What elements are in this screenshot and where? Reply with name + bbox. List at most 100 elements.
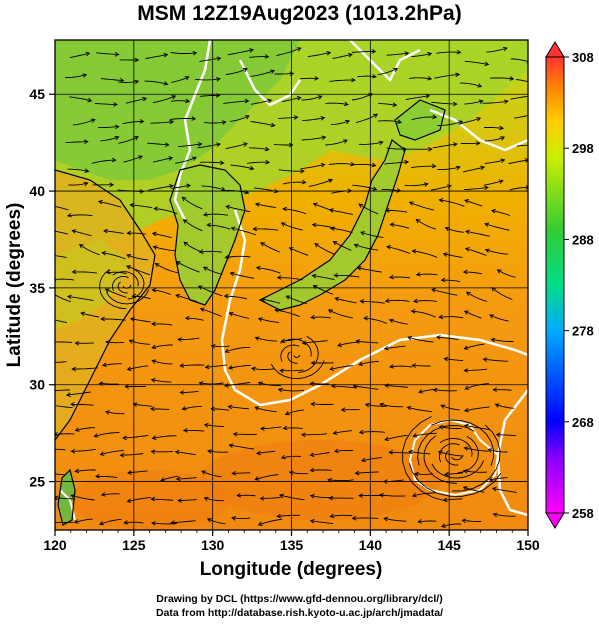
streamline-arrowhead	[249, 165, 255, 171]
streamline	[91, 159, 116, 164]
streamline	[404, 183, 428, 187]
streamline-arrowhead	[150, 449, 156, 455]
streamline-arrowhead	[462, 486, 468, 491]
streamline-arrowhead	[499, 125, 505, 131]
streamline-arrowhead	[310, 360, 316, 366]
streamline	[224, 382, 251, 387]
colorbar-tick-label: 258	[572, 506, 594, 521]
streamline	[175, 451, 196, 456]
streamline-arrowhead	[477, 83, 483, 88]
streamline	[417, 425, 475, 466]
streamline-arrowhead	[265, 159, 271, 165]
colorbar-min-arrow	[545, 512, 565, 529]
streamline	[413, 432, 437, 437]
streamline-arrowhead	[204, 364, 210, 370]
streamline-arrowhead	[230, 226, 236, 231]
streamline-arrowhead	[199, 307, 205, 312]
streamline-arrowhead	[309, 494, 315, 499]
streamline	[279, 494, 305, 501]
x-tick-label: 130	[201, 537, 225, 553]
streamline	[311, 316, 331, 319]
streamline	[182, 406, 202, 410]
streamline	[96, 52, 119, 55]
streamline	[312, 275, 335, 281]
streamline-arrowhead	[150, 496, 156, 502]
streamline	[379, 494, 406, 497]
streamline	[177, 499, 197, 502]
streamline	[170, 52, 197, 54]
streamline	[255, 337, 278, 342]
streamline	[180, 390, 199, 393]
streamline-arrowhead	[489, 314, 494, 319]
streamline-arrowhead	[415, 218, 421, 224]
streamline-arrowhead	[334, 296, 340, 302]
streamline-arrowhead	[97, 199, 103, 205]
streamline	[443, 498, 463, 501]
streamline-arrowhead	[74, 468, 80, 474]
y-tick-label: 25	[29, 474, 45, 490]
streamline	[457, 117, 481, 125]
x-tick-label: 140	[359, 537, 383, 553]
streamline-arrowhead	[386, 244, 391, 250]
streamline	[298, 335, 319, 374]
streamline-arrowhead	[435, 335, 441, 340]
streamline-arrowhead	[203, 496, 209, 502]
streamline	[384, 384, 409, 388]
streamline	[334, 274, 360, 278]
streamline	[200, 308, 222, 317]
streamline-arrowhead	[197, 285, 203, 290]
streamline-arrowhead	[80, 311, 86, 317]
wind-streamlines	[55, 46, 528, 528]
streamline-arrowhead	[463, 345, 469, 350]
streamline	[407, 406, 433, 413]
streamline-arrowhead	[464, 229, 470, 235]
streamline-arrowhead	[440, 277, 446, 283]
streamline	[72, 271, 98, 274]
streamline-arrowhead	[100, 492, 106, 497]
streamline-arrowhead	[408, 449, 414, 455]
streamline-arrowhead	[404, 159, 410, 165]
streamline	[72, 367, 99, 370]
streamline-arrowhead	[99, 451, 105, 456]
streamline	[333, 241, 352, 251]
streamline	[416, 219, 437, 230]
streamline-arrowhead	[151, 359, 157, 364]
streamline	[355, 471, 379, 474]
streamline-arrowhead	[343, 139, 348, 144]
streamline-arrowhead	[407, 335, 413, 341]
streamline	[282, 181, 306, 185]
streamline	[226, 205, 251, 213]
streamline	[491, 338, 514, 343]
streamline	[330, 120, 350, 126]
streamline	[464, 60, 489, 65]
streamline	[439, 437, 473, 457]
streamline	[67, 168, 89, 172]
streamline	[256, 450, 276, 454]
streamline-arrowhead	[423, 182, 429, 187]
streamline	[462, 166, 485, 173]
streamline-arrowhead	[174, 449, 180, 455]
streamline-arrowhead	[358, 203, 364, 208]
streamline	[431, 419, 494, 466]
streamline	[358, 361, 379, 366]
streamline	[443, 253, 463, 258]
streamline	[354, 244, 379, 251]
streamline-arrowhead	[202, 266, 208, 271]
streamline	[199, 382, 224, 385]
streamline-arrowhead	[114, 124, 120, 130]
streamline-arrowhead	[284, 411, 290, 416]
x-axis-label: Longitude (degrees)	[200, 559, 383, 580]
streamline	[55, 294, 72, 303]
streamline-arrowhead	[314, 76, 320, 81]
streamline	[377, 67, 398, 76]
streamline	[409, 451, 431, 455]
streamline	[133, 403, 153, 407]
streamline-arrowhead	[203, 422, 209, 428]
streamline	[407, 336, 434, 343]
streamline	[204, 497, 224, 502]
streamline-arrowhead	[168, 183, 174, 189]
streamline	[496, 434, 517, 437]
streamline-arrowhead	[417, 519, 422, 524]
streamline	[411, 165, 436, 169]
streamline	[185, 317, 204, 321]
